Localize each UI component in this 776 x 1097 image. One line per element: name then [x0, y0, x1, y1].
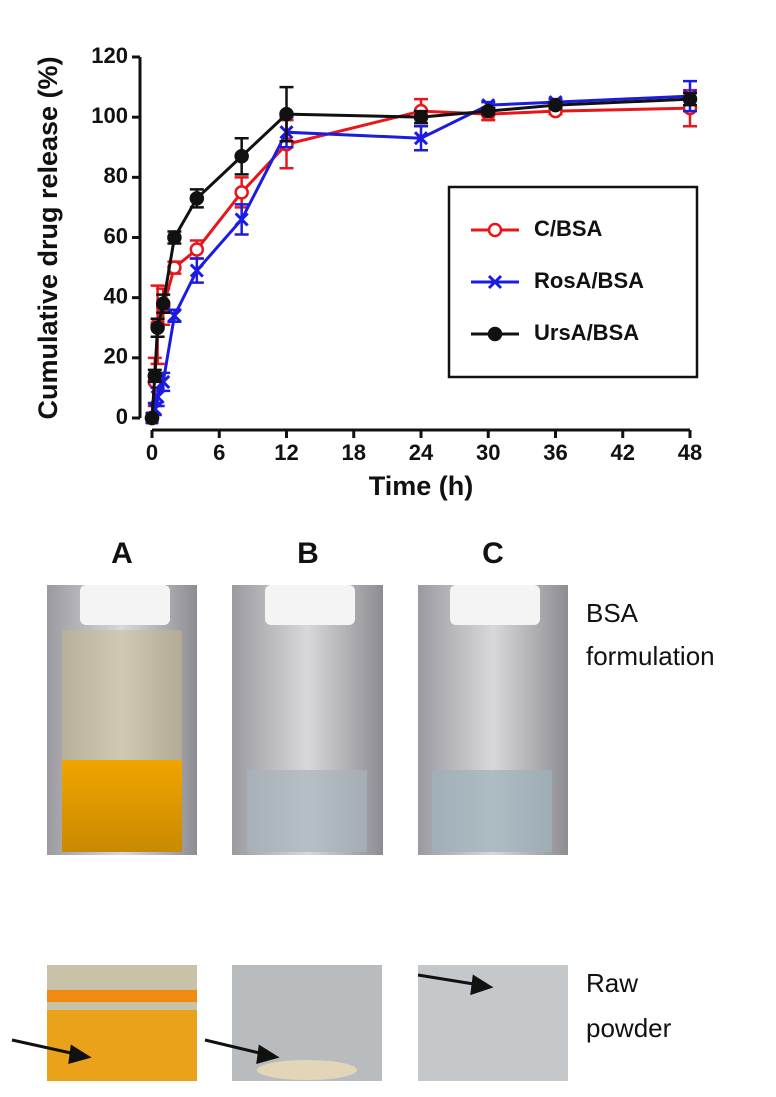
row-label: formulation — [586, 641, 715, 671]
x-tick-label: 42 — [611, 440, 635, 465]
marker — [147, 368, 163, 384]
series — [144, 85, 698, 426]
marker — [167, 230, 182, 245]
marker — [413, 109, 429, 125]
y-tick-label: 120 — [91, 43, 128, 68]
photo — [232, 965, 382, 1081]
marker — [155, 296, 171, 311]
marker — [144, 410, 160, 426]
marker — [682, 91, 698, 107]
photo-panels: A B C — [11, 537, 715, 1081]
marker — [189, 242, 205, 257]
x-tick-label: 30 — [476, 440, 500, 465]
y-tick-label: 20 — [104, 344, 128, 369]
x-tick-label: 18 — [342, 440, 366, 465]
marker — [189, 263, 204, 278]
photo — [47, 585, 197, 855]
legend-label: C/BSA — [534, 216, 603, 241]
y-tick-label: 100 — [91, 103, 128, 128]
panel-label: C — [482, 537, 504, 570]
marker — [234, 212, 249, 227]
photo — [232, 585, 383, 855]
legend-marker — [487, 274, 503, 290]
marker — [279, 106, 294, 122]
y-axis-label: Cumulative drug release (%) — [33, 56, 63, 419]
panel-label: B — [297, 537, 319, 570]
marker — [413, 131, 429, 146]
legend-label: UrsA/BSA — [534, 320, 639, 345]
y-tick-label: 0 — [116, 404, 128, 429]
y-tick-label: 80 — [104, 163, 128, 188]
marker — [189, 191, 205, 206]
legend-marker — [487, 326, 503, 342]
y-tick-label: 40 — [104, 283, 128, 308]
legend-marker — [487, 222, 503, 238]
marker — [234, 185, 249, 200]
marker — [548, 97, 563, 113]
x-tick-label: 0 — [146, 440, 158, 465]
row-label: powder — [586, 1013, 672, 1043]
marker — [167, 308, 182, 323]
x-axis-label: Time (h) — [369, 471, 474, 501]
legend-label: RosA/BSA — [534, 268, 644, 293]
marker — [234, 149, 249, 164]
x-tick-label: 36 — [543, 440, 567, 465]
y-tick-label: 60 — [104, 223, 128, 248]
row-label: Raw — [586, 968, 638, 998]
panel-label: A — [111, 537, 133, 570]
photo — [418, 965, 568, 1081]
arrows — [11, 973, 494, 1065]
x-tick-label: 48 — [678, 440, 702, 465]
photo — [418, 585, 568, 855]
marker — [150, 320, 165, 335]
x-tick-label: 6 — [213, 440, 225, 465]
x-tick-label: 24 — [409, 440, 434, 465]
x-tick-label: 12 — [274, 440, 298, 465]
marker — [481, 103, 496, 119]
row-label: BSA — [586, 598, 639, 628]
